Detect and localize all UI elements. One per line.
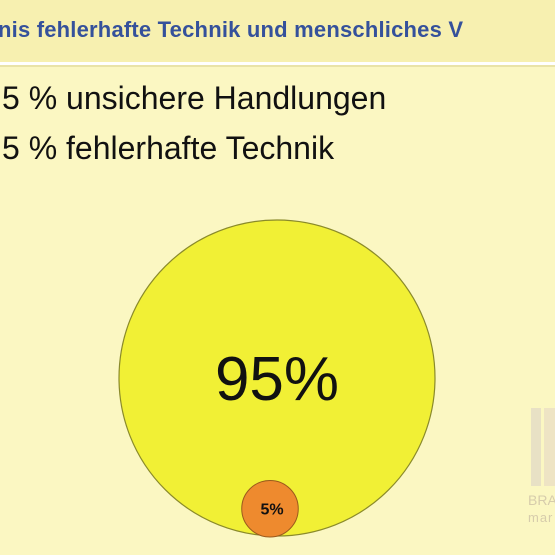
watermark-text: BRA [528, 492, 555, 508]
title-bar: nis fehlerhafte Technik und menschliches… [0, 0, 555, 65]
watermark-text: mar [528, 510, 554, 525]
watermark-logo-bar [544, 408, 555, 486]
bullet-unsafe-actions: 5 % unsichere Handlungen [2, 80, 387, 116]
bullet-faulty-technology: 5 % fehlerhafte Technik [2, 130, 335, 166]
slide-title: nis fehlerhafte Technik und menschliches… [0, 17, 464, 42]
pie-slice-5 [241, 479, 299, 538]
pie-label-95: 95% [215, 345, 339, 414]
pie-label-5: 5% [260, 502, 283, 519]
brand-watermark: BRA mar [528, 408, 555, 528]
watermark-logo-bar [531, 408, 541, 486]
